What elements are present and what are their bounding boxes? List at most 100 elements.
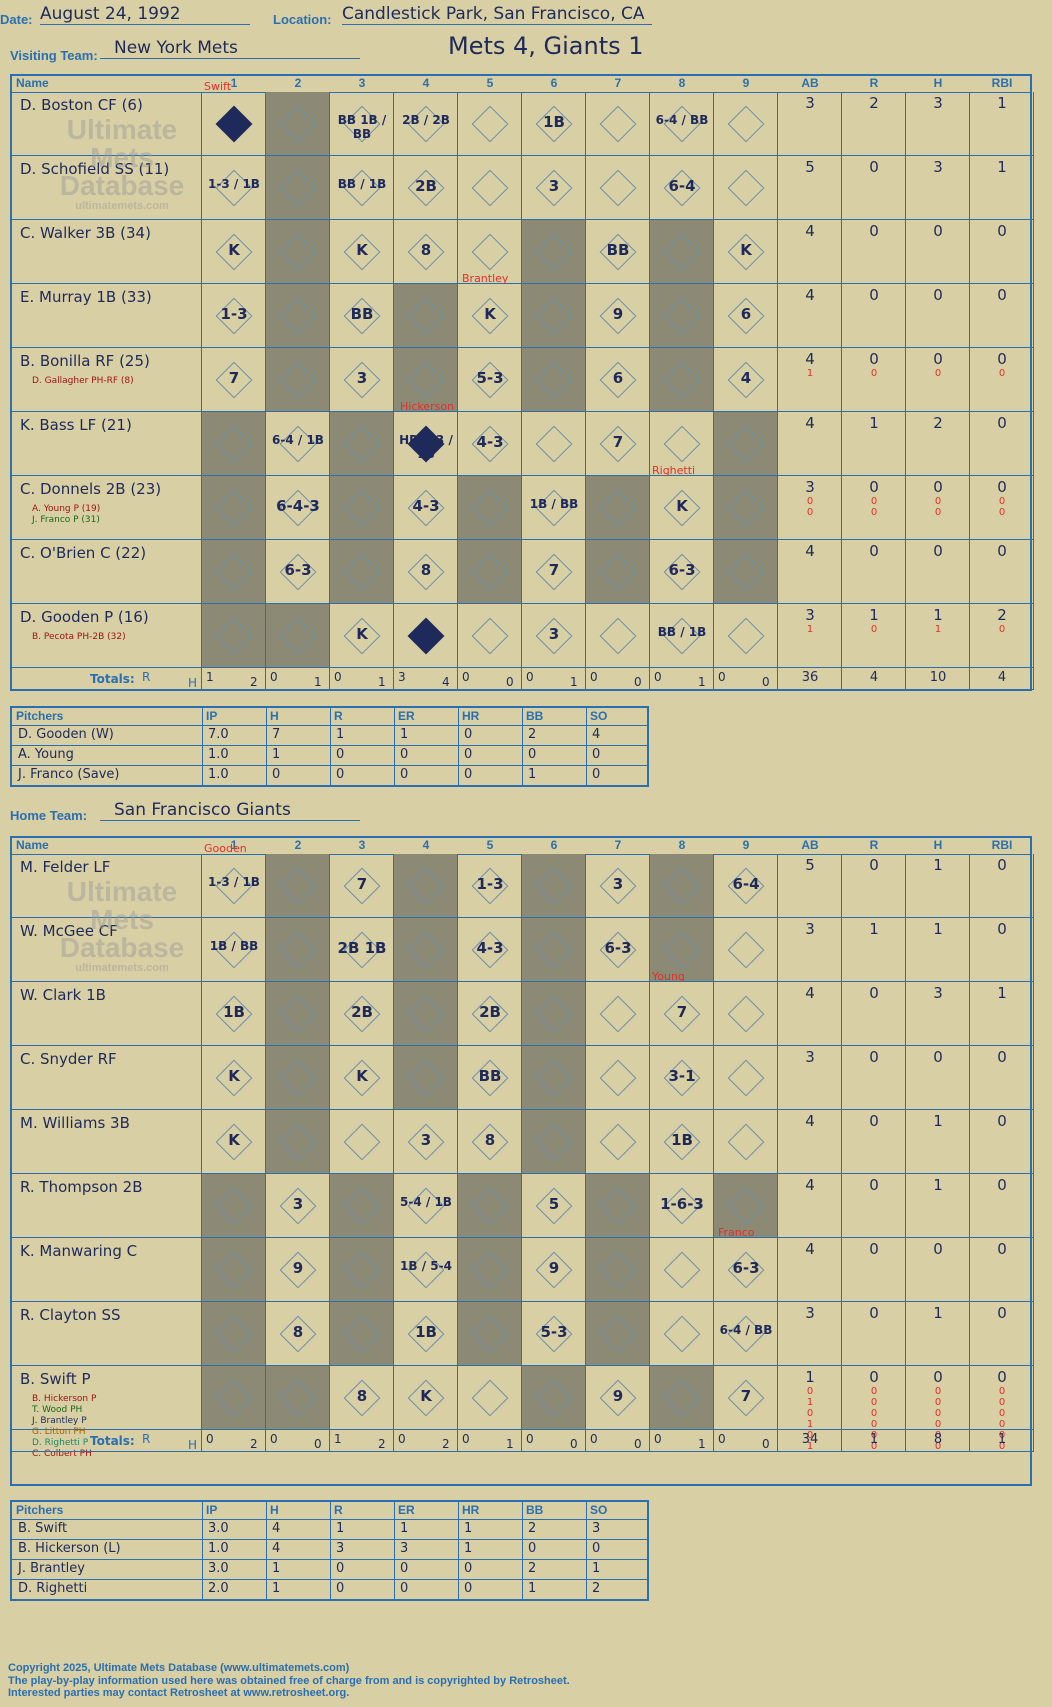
inning-cell [458, 982, 522, 1046]
stat-value: 1 [933, 1304, 943, 1322]
play-result: 6-4 / 1B [272, 433, 324, 447]
stat-cell [778, 92, 842, 156]
stat-cell [842, 348, 906, 412]
stat-cell [778, 604, 842, 668]
inning-cell [522, 348, 586, 412]
inning-cell [330, 1366, 394, 1430]
pitching-stat: 1 [272, 1581, 281, 1596]
inning-cell [522, 854, 586, 918]
total-stat: 1 [997, 1432, 1007, 1447]
inning-cell [330, 1110, 394, 1174]
inning-cell [586, 1238, 650, 1302]
total-stat: 4 [869, 670, 879, 685]
pitcher-name: J. Franco (Save) [18, 767, 120, 782]
play-result: 6-4 [668, 177, 696, 195]
play-result: 5-4 / 1B [400, 1195, 452, 1209]
batter-name: D. Boston CF (6) [20, 96, 143, 114]
total-stat-cell [842, 668, 906, 690]
total-stat: 4 [997, 670, 1007, 685]
stat-cell [906, 540, 970, 604]
inning-cell [458, 1110, 522, 1174]
inning-header: 2 [294, 76, 302, 90]
stat-value: 4 [805, 286, 815, 304]
stat-cell [906, 918, 970, 982]
inning-cell [458, 854, 522, 918]
play-result: 2B / 2B [402, 113, 450, 127]
pitching-header: SO [590, 1503, 608, 1517]
inning-header: 4 [422, 838, 430, 852]
inning-total-cell [650, 668, 714, 690]
sub-name: A. Young P (19) [32, 504, 101, 514]
pitching-stat: 0 [464, 727, 473, 742]
inning-cell [586, 92, 650, 156]
inning-cell [522, 92, 586, 156]
stat-value: 3 [805, 94, 815, 112]
stat-value: 3 [933, 94, 943, 112]
stat-value: 0 [997, 1368, 1007, 1386]
stat-value: 3 [805, 606, 815, 624]
stat-cell [778, 1302, 842, 1366]
stat-cell [906, 982, 970, 1046]
sub-stat-value: 0 [870, 368, 878, 379]
inning-cell [522, 476, 586, 540]
inning-cell [330, 220, 394, 284]
inning-cell [266, 854, 330, 918]
inning-cell [266, 412, 330, 476]
inning-total-cell [330, 668, 394, 690]
stat-cell [842, 918, 906, 982]
batter-name: B. Bonilla RF (25) [20, 352, 150, 370]
inning-cell [202, 918, 266, 982]
inning-cell [394, 854, 458, 918]
giants-scorecard: Name 1 2 3 4 5 6 7 8 9 AB R H RBI M. Felder LF 1-3 / 1B… [10, 836, 1034, 1486]
pitching-stat: 2 [528, 727, 537, 742]
batter-name: D. Gooden P (16) [20, 608, 149, 626]
stat-cell [842, 1046, 906, 1110]
pitching-stat: 0 [400, 767, 409, 782]
inning-header: 5 [486, 838, 494, 852]
stat-value: 1 [933, 856, 943, 874]
pitching-col-divider [394, 708, 395, 785]
sub-stat-value: 0 [998, 1397, 1006, 1408]
sub-name: T. Wood PH [32, 1405, 83, 1415]
inning-cell [266, 1366, 330, 1430]
stat-value: 5 [805, 856, 815, 874]
sub-stat-value: 0 [870, 1397, 878, 1408]
sub-stat-value: 0 [806, 1386, 814, 1397]
inning-hits: 0 [762, 675, 770, 689]
batter-cell [12, 1046, 202, 1110]
inning-cell [714, 348, 778, 412]
inning-total-cell [458, 1430, 522, 1452]
play-result: BB [350, 305, 374, 323]
inning-cell [522, 412, 586, 476]
inning-cell [650, 854, 714, 918]
play-result: K [228, 241, 240, 259]
inning-cell [202, 1302, 266, 1366]
stat-value: 0 [997, 1112, 1007, 1130]
watermark-text: Mets [90, 904, 154, 935]
stat-value: 4 [805, 222, 815, 240]
stat-value: 1 [805, 1368, 815, 1386]
play-result: 5 [548, 1195, 560, 1213]
batter-cell [12, 220, 202, 284]
batter-cell [12, 412, 202, 476]
stat-cell [778, 348, 842, 412]
stat-value: 4 [805, 1112, 815, 1130]
inning-cell [266, 220, 330, 284]
play-result: 3 [420, 1131, 432, 1149]
pitching-stat: 2 [592, 1581, 601, 1596]
pitching-stat: 0 [528, 747, 537, 762]
stat-value: 0 [997, 920, 1007, 938]
inning-total-cell [650, 1430, 714, 1452]
pitching-stat: 1.0 [208, 747, 229, 762]
sub-stat-value: 0 [870, 1408, 878, 1419]
pitching-stat: 1.0 [208, 1541, 229, 1556]
play-result: 2B [415, 177, 437, 195]
inning-header: 9 [742, 76, 750, 90]
pitching-stat: 3.0 [208, 1521, 229, 1536]
stat-value: 1 [933, 606, 943, 624]
stat-value: 0 [933, 478, 943, 496]
sub-stat-value: 0 [934, 1408, 942, 1419]
play-result: 5-3 [540, 1323, 568, 1341]
inning-cell [586, 220, 650, 284]
inning-hits: 2 [378, 1437, 386, 1451]
